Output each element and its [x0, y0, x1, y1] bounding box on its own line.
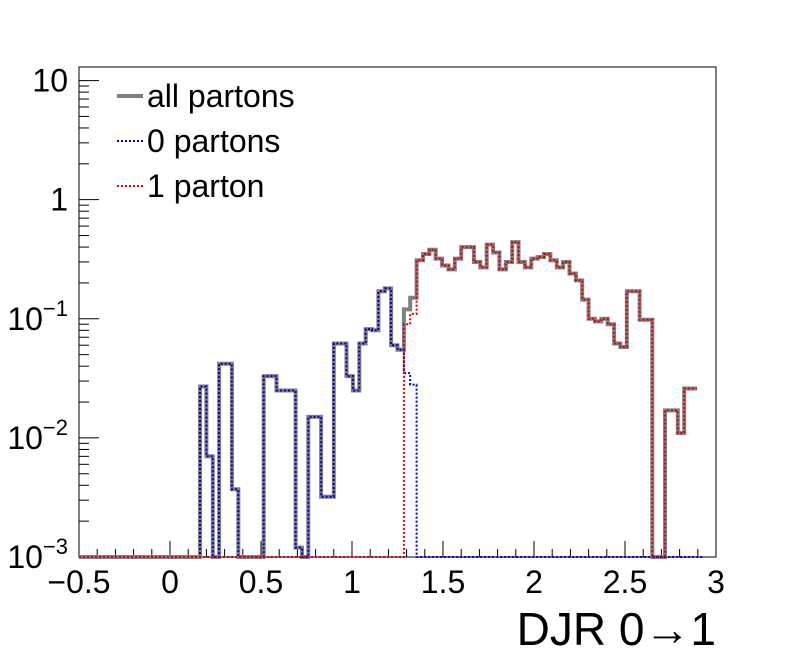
- x-tick-label: 0: [161, 564, 179, 600]
- x-tick-label: 0.5: [239, 564, 283, 600]
- plot-frame: [78, 66, 717, 558]
- legend-label: all partons: [147, 78, 295, 114]
- x-tick-label: 3: [707, 564, 725, 600]
- y-tick-label: 10: [32, 63, 68, 99]
- legend-label: 1 parton: [147, 168, 264, 204]
- series-line-2: [79, 241, 697, 558]
- tick-labels: −0.5 0 0.5 1 1.5 2 2.5 3 10−3 10−2 10−1 1 10: [7, 63, 725, 600]
- x-tick-label: 1: [343, 564, 361, 600]
- series-line-1: [79, 287, 704, 558]
- x-tick-label: −0.5: [47, 564, 110, 600]
- legend: all partons 0 partons 1 parton: [117, 78, 295, 204]
- y-tick-label: 10−1: [7, 296, 68, 337]
- series-line-0: [79, 240, 697, 559]
- x-tick-label: 2: [525, 564, 543, 600]
- series-layer: [79, 240, 704, 559]
- y-tick-label: 10−2: [7, 415, 68, 456]
- y-tick-label: 10−3: [7, 534, 68, 575]
- y-tick-label: 1: [50, 182, 68, 218]
- x-tick-label: 2.5: [603, 564, 647, 600]
- legend-label: 0 partons: [147, 123, 280, 159]
- x-axis-title: DJR 0→1: [517, 603, 716, 655]
- x-tick-label: 1.5: [421, 564, 465, 600]
